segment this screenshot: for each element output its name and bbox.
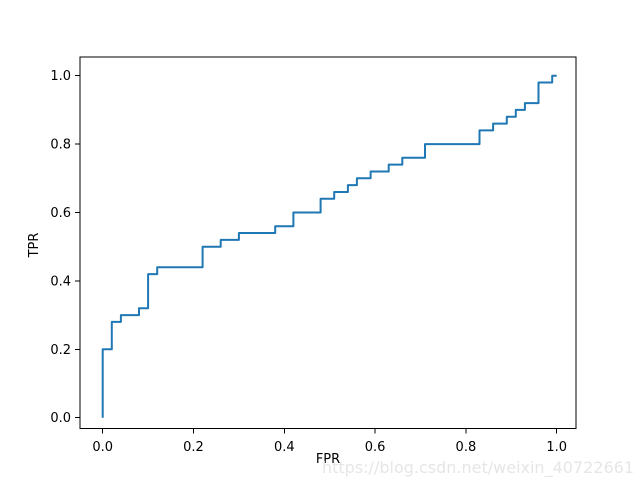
y-tick-label: 0.4: [50, 274, 71, 289]
y-tick-label: 0.8: [50, 138, 71, 153]
axes-frame: [79, 56, 577, 429]
x-axis-label: FPR: [316, 452, 340, 467]
y-tick-label: 0.2: [50, 343, 71, 358]
x-tick-label: 0.2: [183, 440, 204, 455]
axis-tick-labels: 0.0 0.2 0.4 0.6 0.8 1.0 0.0 0.2 0.4 0.6 0.8 1.0: [50, 69, 567, 455]
x-tick-label: 0.6: [365, 440, 386, 455]
x-tick-label: 0.4: [274, 440, 295, 455]
x-tick-label: 0.8: [456, 440, 477, 455]
x-tick-label: 1.0: [546, 440, 567, 455]
watermark-text: https://blog.csdn.net/weixin_40722661: [322, 458, 634, 478]
axis-ticks: [75, 75, 558, 434]
y-tick-label: 0.0: [50, 411, 71, 426]
y-tick-label: 1.0: [50, 69, 71, 84]
y-axis-label: TPR: [27, 233, 42, 259]
roc-curve-line: [101, 74, 557, 418]
y-tick-label: 0.6: [50, 206, 71, 221]
x-tick-label: 0.0: [92, 440, 113, 455]
